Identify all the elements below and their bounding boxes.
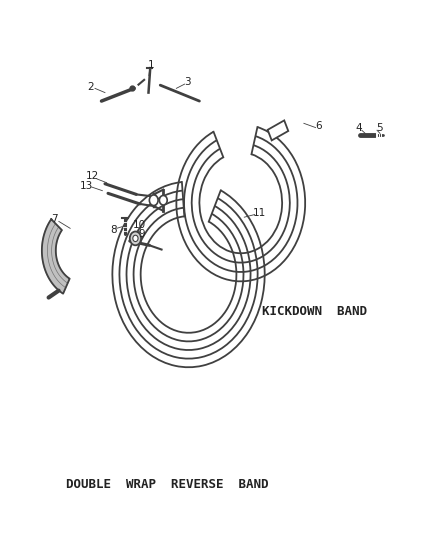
Text: KICKDOWN  BAND: KICKDOWN BAND <box>262 305 367 318</box>
Text: 12: 12 <box>86 172 99 181</box>
Text: DOUBLE  WRAP  REVERSE  BAND: DOUBLE WRAP REVERSE BAND <box>66 479 268 491</box>
Circle shape <box>159 196 167 205</box>
Text: 6: 6 <box>315 121 321 131</box>
Text: 8: 8 <box>110 225 117 236</box>
Polygon shape <box>42 219 70 294</box>
Circle shape <box>133 235 138 241</box>
Circle shape <box>130 231 141 245</box>
Text: 5: 5 <box>376 123 382 133</box>
Text: 4: 4 <box>356 123 363 133</box>
Bar <box>268 120 288 140</box>
Text: 11: 11 <box>252 208 266 219</box>
Text: 3: 3 <box>184 77 191 87</box>
Text: 2: 2 <box>87 82 94 92</box>
Text: 1: 1 <box>148 60 155 70</box>
Circle shape <box>149 195 158 206</box>
Text: 13: 13 <box>80 181 93 191</box>
Text: 10: 10 <box>133 220 146 230</box>
Text: 9: 9 <box>138 229 145 239</box>
Text: 7: 7 <box>51 214 58 224</box>
